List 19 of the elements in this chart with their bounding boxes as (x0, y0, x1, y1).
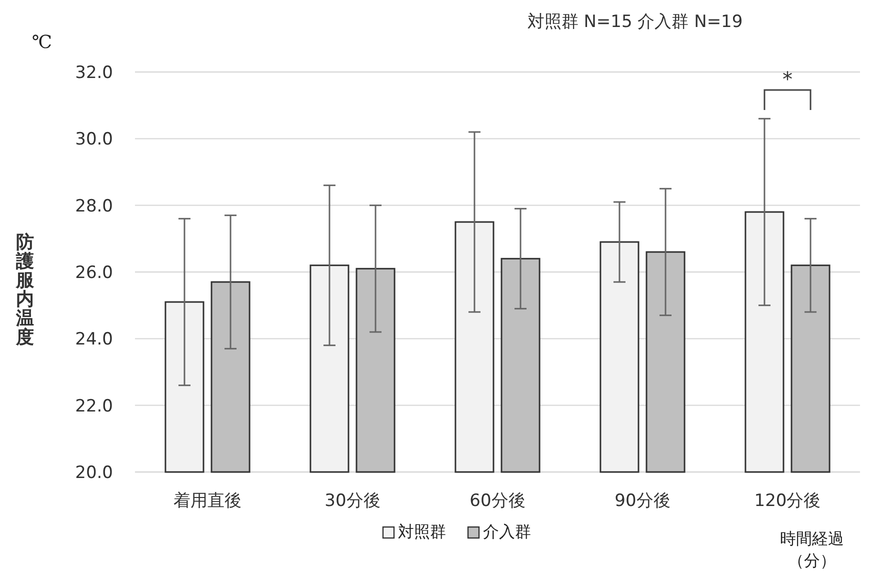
legend-label: 介入群 (483, 522, 531, 541)
y-tick-label: 30.0 (75, 130, 113, 150)
x-tick-label: 90分後 (614, 491, 670, 511)
y-tick-label: 26.0 (75, 262, 113, 283)
x-tick-label: 着用直後 (174, 491, 242, 511)
y-tick-label: 28.0 (75, 196, 113, 216)
x-tick-label: 30分後 (324, 491, 380, 511)
text: ℃ (32, 32, 52, 53)
x-tick-label: 60分後 (470, 491, 526, 511)
y-tick-label: 24.0 (75, 330, 113, 350)
y-axis-title: 防護服内温度 (15, 232, 35, 348)
x-tick-label: 120分後 (754, 491, 821, 511)
y-tick-label: 20.0 (75, 462, 113, 483)
chart-subtitle: 対照群 N=15 介入群 N=19 (527, 12, 743, 32)
annotation: * (782, 67, 792, 91)
y-tick-label: 22.0 (75, 396, 113, 416)
legend-label: 対照群 (398, 522, 446, 541)
y-tick-label: 32.0 (75, 62, 113, 83)
x-axis-title: 時間経過（分） (780, 529, 844, 570)
